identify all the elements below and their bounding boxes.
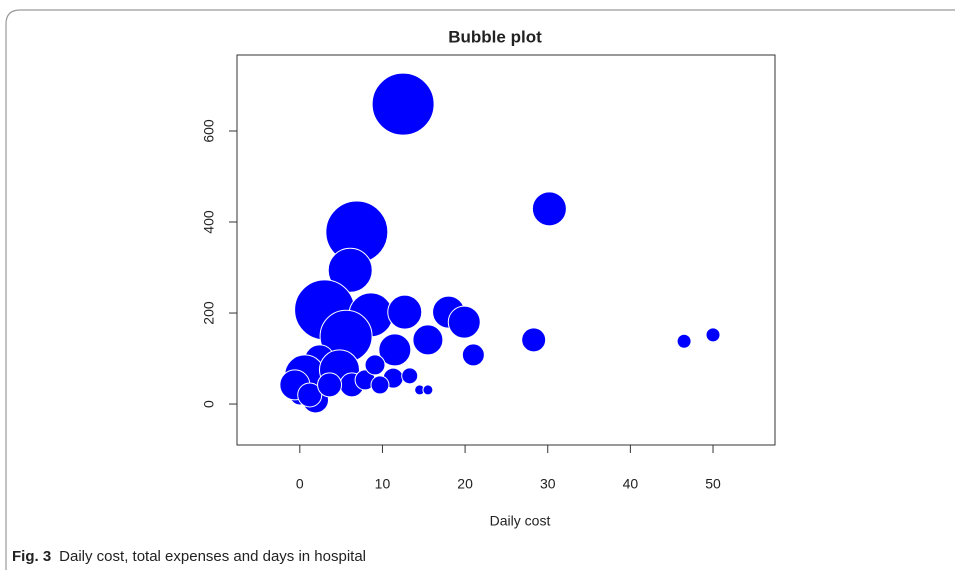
- bubble: [705, 327, 721, 343]
- x-tick-label: 20: [457, 476, 473, 492]
- caption-label: Fig. 3: [12, 548, 51, 565]
- x-tick-label: 10: [375, 476, 391, 492]
- caption-text: Daily cost, total expenses and days in h…: [59, 548, 366, 565]
- bubble: [364, 354, 386, 376]
- y-tick-label: 600: [201, 119, 217, 143]
- y-tick-label: 400: [201, 210, 217, 234]
- frame: [5, 9, 955, 570]
- x-tick-label: 30: [540, 476, 556, 492]
- chart-title: Bubble plot: [448, 27, 542, 46]
- bubble: [422, 384, 434, 396]
- x-tick-label: 40: [623, 476, 639, 492]
- bubble: [327, 247, 373, 293]
- plot-box: [236, 54, 776, 446]
- x-tick-label: 50: [705, 476, 721, 492]
- bubble: [387, 294, 423, 330]
- bubble: [676, 333, 692, 349]
- bubble: [317, 372, 343, 398]
- bubble: [401, 367, 419, 385]
- bubble: [370, 375, 390, 395]
- x-axis-label: Daily cost: [490, 513, 551, 529]
- x-tick-label: 0: [296, 476, 304, 492]
- y-tick-label: 200: [201, 301, 217, 325]
- bubble: [521, 327, 547, 353]
- bubble: [297, 382, 323, 408]
- y-tick-label: 0: [201, 400, 217, 408]
- bubble: [378, 333, 412, 367]
- bubble: [461, 343, 485, 367]
- bubble: [531, 191, 567, 227]
- caption: Fig. 3 Daily cost, total expenses and day…: [12, 548, 366, 565]
- bubble: [447, 305, 481, 339]
- bubble: [371, 72, 435, 136]
- bubble: [412, 324, 444, 356]
